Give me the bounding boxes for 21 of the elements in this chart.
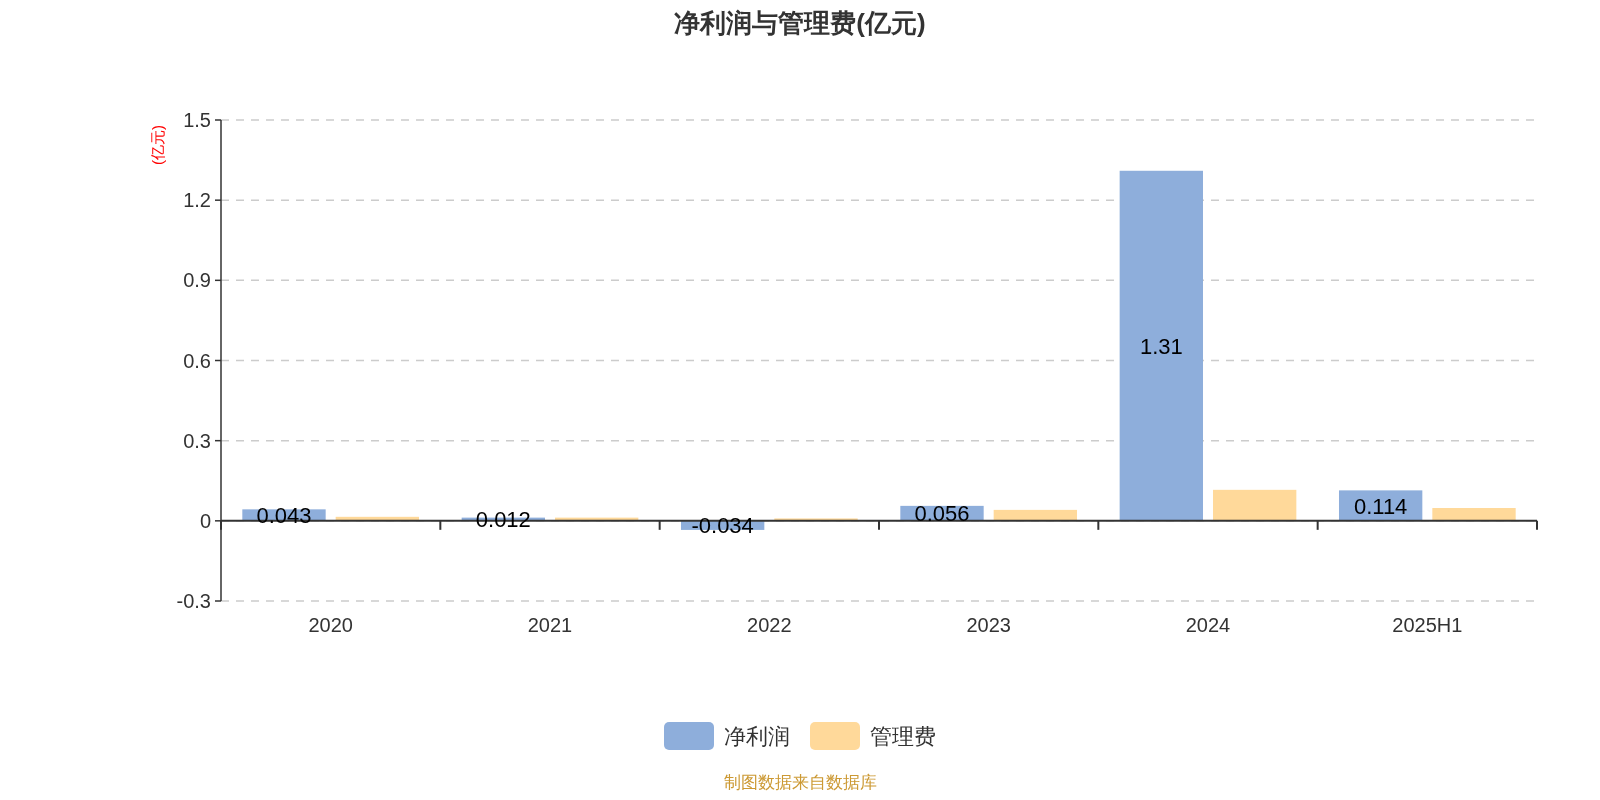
y-tick-label: 1.5 — [183, 109, 211, 131]
x-tick-label: 2021 — [527, 614, 573, 636]
data-label: 1.31 — [1139, 333, 1183, 359]
data-label: 0.114 — [1353, 493, 1408, 519]
y-tick-label: 0.3 — [183, 429, 211, 452]
x-tick-label: 2025H1 — [1392, 614, 1463, 636]
title: 净利润与管理费(亿元) — [674, 8, 926, 38]
annotation: 制图数据来自数据库 — [723, 773, 877, 792]
x-tick-label: 2024 — [1185, 614, 1231, 636]
y-tick-label: 0.6 — [183, 349, 211, 372]
x-tick-label: 2020 — [308, 614, 353, 636]
legend-label: 管理费 — [870, 724, 936, 749]
legend-label: 净利润 — [724, 724, 790, 749]
y-tick-label: 1.2 — [183, 189, 211, 212]
y-title: (亿元) — [149, 125, 166, 165]
x-tick-label: 2022 — [747, 614, 792, 636]
y-tick-label: 0.9 — [183, 269, 211, 292]
x-tick-label: 2023 — [966, 614, 1011, 636]
y-tick-label: -0.3 — [176, 590, 211, 612]
data-label: 0.056 — [914, 501, 970, 527]
y-tick-label: 0 — [199, 509, 211, 532]
